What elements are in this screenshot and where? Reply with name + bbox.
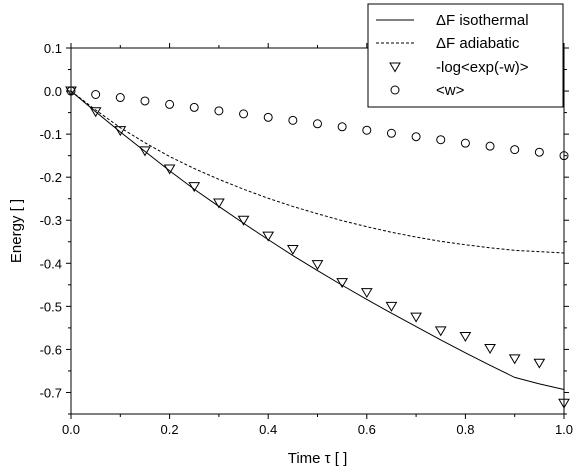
circle-point — [66, 86, 76, 96]
circle-point — [362, 125, 372, 135]
series-layer — [65, 86, 570, 409]
circle-point — [411, 132, 421, 142]
y-tick-label: -0.2 — [40, 170, 62, 185]
x-axis-ticks: 0.0 0.2 0.4 0.6 0.8 1.0 — [62, 43, 573, 437]
triangle-point — [434, 326, 447, 337]
circle-point — [115, 93, 125, 103]
legend-symbol-triangle-marker — [389, 62, 401, 73]
triangle-point — [410, 312, 422, 323]
circle-point — [510, 145, 520, 155]
y-tick-label: -0.4 — [40, 256, 62, 271]
triangle-point — [385, 301, 398, 312]
triangle-point — [163, 164, 176, 175]
x-tick-label: 0.0 — [62, 422, 80, 437]
legend-label-isothermal: ΔF isothermal — [436, 12, 529, 29]
y-tick-label: -0.3 — [40, 213, 62, 228]
circle-point — [313, 119, 322, 129]
circle-point — [288, 115, 298, 125]
x-tick-label: 0.4 — [259, 422, 277, 437]
x-tick-label: 0.2 — [161, 422, 179, 437]
adiabatic-line — [70, 90, 565, 254]
circle-point — [485, 141, 495, 151]
circle-point — [214, 106, 224, 116]
y-tick-label: -0.7 — [40, 385, 62, 400]
triangle-point — [360, 288, 373, 299]
y-tick-label: 0.0 — [44, 84, 62, 99]
circle-point — [239, 109, 249, 119]
triangle-point — [459, 331, 472, 342]
circle-point — [263, 112, 273, 122]
triangle-point — [237, 215, 250, 226]
triangle-point — [558, 398, 570, 409]
legend: ΔF isothermal ΔF adiabatic -log<exp(-w)>… — [367, 3, 564, 108]
x-tick-label: 0.8 — [456, 422, 474, 437]
x-tick-label: 1.0 — [555, 422, 573, 437]
x-tick-label: 0.6 — [358, 422, 376, 437]
triangle-point — [114, 126, 127, 137]
circle-point — [91, 90, 101, 100]
circle-point — [165, 99, 175, 109]
legend-label-log-exp-work: -log<exp(-w)> — [436, 59, 529, 76]
circle-point — [534, 147, 544, 157]
legend-label-adiabatic: ΔF adiabatic — [436, 35, 520, 52]
triangle-point — [262, 231, 275, 242]
circle-point — [436, 135, 446, 145]
triangle-point — [89, 107, 102, 118]
triangle-point — [188, 182, 201, 193]
legend-label-mean-work: <w> — [436, 82, 465, 99]
circle-point — [386, 128, 396, 138]
circle-point — [460, 138, 470, 148]
circle-point — [337, 122, 347, 132]
y-tick-label: -0.6 — [40, 342, 62, 357]
triangle-point — [139, 146, 151, 157]
y-tick-label: -0.5 — [40, 299, 62, 314]
triangle-point — [286, 245, 299, 256]
triangle-point — [484, 344, 496, 355]
triangle-point — [213, 198, 225, 209]
legend-box — [367, 3, 564, 108]
legend-symbol-circle-marker — [390, 85, 400, 95]
circle-point — [189, 102, 199, 112]
triangle-point — [311, 260, 324, 271]
y-axis-title: Energy [ ] — [8, 199, 25, 263]
y-axis-ticks: 0.1 0.0 -0.1 -0.2 -0.3 -0.4 -0.5 -0.6 -0.7 — [40, 41, 569, 415]
circle-point — [559, 151, 569, 161]
y-tick-label: -0.1 — [40, 127, 62, 142]
y-tick-label: 0.1 — [44, 41, 62, 56]
x-axis-title: Time τ [ ] — [288, 450, 348, 467]
triangle-point — [533, 358, 546, 369]
triangle-point — [508, 354, 521, 365]
circle-point — [140, 96, 150, 106]
triangle-point — [336, 278, 349, 289]
isothermal-line — [70, 90, 565, 390]
